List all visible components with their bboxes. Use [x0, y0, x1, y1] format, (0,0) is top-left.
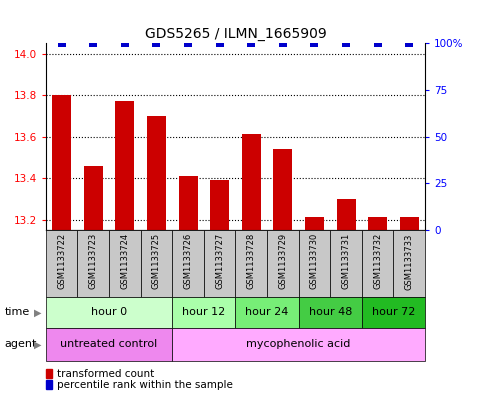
Text: GSM1133733: GSM1133733	[405, 233, 414, 290]
Text: ▶: ▶	[34, 307, 42, 318]
Text: hour 72: hour 72	[372, 307, 415, 318]
Bar	[77, 230, 109, 297]
Point	[89, 40, 97, 46]
Bar	[362, 297, 425, 328]
Bar	[172, 297, 236, 328]
Bar	[298, 297, 362, 328]
Bar	[242, 134, 261, 230]
Bar	[400, 217, 419, 230]
Point	[153, 40, 160, 46]
Text: GSM1133729: GSM1133729	[278, 233, 287, 289]
Text: hour 0: hour 0	[91, 307, 127, 318]
Bar	[236, 230, 267, 297]
Bar	[115, 101, 134, 230]
Bar	[172, 328, 425, 361]
Bar	[109, 230, 141, 297]
Bar	[141, 230, 172, 297]
Text: mycophenolic acid: mycophenolic acid	[246, 340, 351, 349]
Text: GSM1133722: GSM1133722	[57, 233, 66, 289]
Title: GDS5265 / ILMN_1665909: GDS5265 / ILMN_1665909	[144, 27, 327, 41]
Bar	[236, 297, 298, 328]
Text: GSM1133731: GSM1133731	[341, 233, 351, 290]
Point	[58, 40, 66, 46]
Bar	[368, 217, 387, 230]
Text: GSM1133728: GSM1133728	[247, 233, 256, 290]
Bar	[273, 149, 292, 230]
Point	[216, 40, 224, 46]
Text: ▶: ▶	[34, 340, 42, 349]
Text: untreated control: untreated control	[60, 340, 158, 349]
Bar	[337, 199, 355, 230]
Bar	[84, 165, 103, 230]
Text: hour 24: hour 24	[245, 307, 289, 318]
Bar	[46, 230, 77, 297]
Text: time: time	[5, 307, 30, 318]
Text: hour 48: hour 48	[309, 307, 352, 318]
Bar	[172, 230, 204, 297]
Text: GSM1133725: GSM1133725	[152, 233, 161, 289]
Bar	[210, 180, 229, 230]
Bar	[147, 116, 166, 230]
Bar	[204, 230, 236, 297]
Text: agent: agent	[5, 340, 37, 349]
Bar	[179, 176, 198, 230]
Text: GSM1133724: GSM1133724	[120, 233, 129, 289]
Bar	[52, 95, 71, 230]
Bar	[46, 328, 172, 361]
Text: GSM1133730: GSM1133730	[310, 233, 319, 290]
Point	[342, 40, 350, 46]
Bar	[305, 217, 324, 230]
Bar	[362, 230, 394, 297]
Text: percentile rank within the sample: percentile rank within the sample	[57, 380, 232, 390]
Text: transformed count: transformed count	[57, 369, 154, 379]
Bar	[267, 230, 298, 297]
Point	[405, 40, 413, 46]
Text: GSM1133723: GSM1133723	[89, 233, 98, 290]
Point	[247, 40, 255, 46]
Text: GSM1133727: GSM1133727	[215, 233, 224, 290]
Text: hour 12: hour 12	[182, 307, 226, 318]
Bar	[46, 297, 172, 328]
Text: GSM1133726: GSM1133726	[184, 233, 193, 290]
Bar	[298, 230, 330, 297]
Bar	[394, 230, 425, 297]
Point	[374, 40, 382, 46]
Point	[121, 40, 129, 46]
Bar	[330, 230, 362, 297]
Point	[311, 40, 318, 46]
Text: GSM1133732: GSM1133732	[373, 233, 382, 290]
Point	[279, 40, 287, 46]
Point	[184, 40, 192, 46]
